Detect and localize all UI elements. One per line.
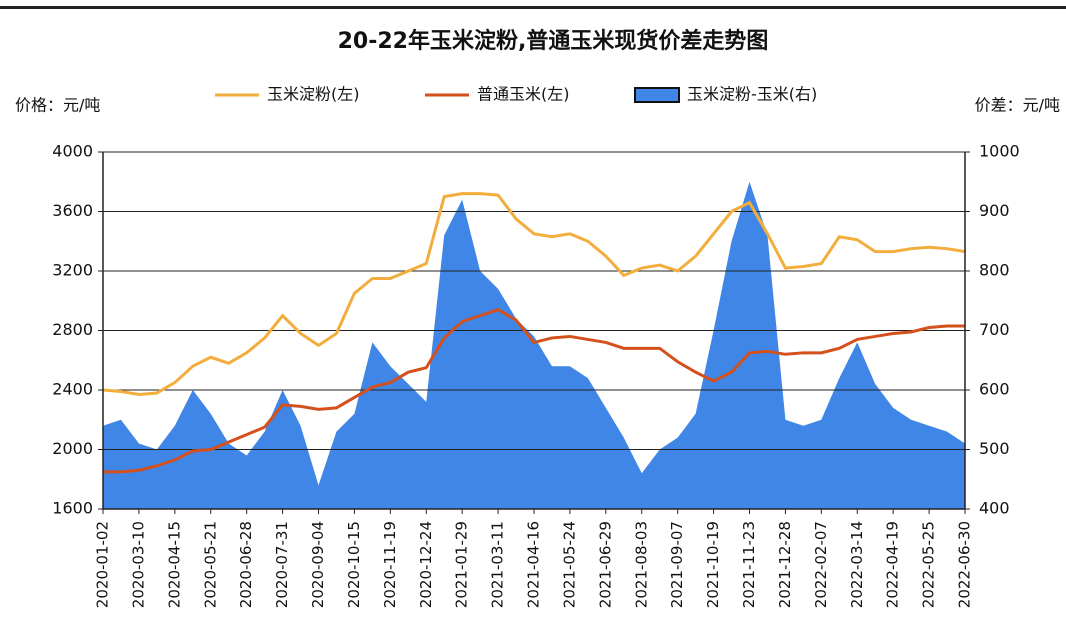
top-border xyxy=(0,6,1066,9)
y-tick-label: 3200 xyxy=(52,261,93,280)
chart-title: 20-22年玉米淀粉,普通玉米现货价差走势图 xyxy=(338,28,769,54)
y2-axis-label: 价差：元/吨 xyxy=(975,96,1060,115)
y-axis-label: 价格：元/吨 xyxy=(15,96,100,115)
x-tick-label: 2021-01-29 xyxy=(453,521,471,608)
x-tick-label: 2021-09-07 xyxy=(668,521,686,608)
x-tick-label: 2022-02-07 xyxy=(812,521,830,608)
legend-swatch xyxy=(634,87,680,103)
y2-tick-label: 700 xyxy=(979,320,1010,339)
x-tick-label: 2020-01-02 xyxy=(94,521,112,608)
y2-tick-label: 600 xyxy=(979,380,1010,399)
y2-tick-label: 800 xyxy=(979,261,1010,280)
x-tick-label: 2021-05-24 xyxy=(560,521,578,608)
x-tick-label: 2021-06-29 xyxy=(596,521,614,608)
x-tick-label: 2021-10-19 xyxy=(704,521,722,608)
y-tick-label: 2800 xyxy=(52,320,93,339)
x-tick-label: 2022-03-14 xyxy=(848,521,866,608)
x-tick-label: 2021-04-16 xyxy=(525,521,543,608)
y2-tick-label: 900 xyxy=(979,201,1010,220)
y-tick-label: 2000 xyxy=(52,439,93,458)
x-tick-label: 2020-04-15 xyxy=(165,521,183,608)
y2-tick-label: 500 xyxy=(979,439,1010,458)
x-tick-label: 2021-11-23 xyxy=(740,521,758,608)
x-tick-label: 2020-10-15 xyxy=(345,521,363,608)
x-tick-label: 2020-12-24 xyxy=(417,521,435,608)
legend-label: 玉米淀粉-玉米(右) xyxy=(687,85,817,104)
x-tick-label: 2022-04-19 xyxy=(884,521,902,608)
price-line xyxy=(103,308,965,474)
x-tick-label: 2021-12-28 xyxy=(776,521,794,608)
price-line xyxy=(102,192,966,396)
x-tick-label: 2020-06-28 xyxy=(237,521,255,608)
x-tick-label: 2021-03-11 xyxy=(489,521,507,608)
y2-tick-label: 400 xyxy=(979,499,1010,518)
legend-label: 普通玉米(左) xyxy=(477,85,570,104)
x-tick-label: 2022-06-30 xyxy=(956,521,974,608)
y-tick-label: 1600 xyxy=(52,499,93,518)
x-tick-label: 2020-11-19 xyxy=(381,521,399,608)
y-tick-label: 2400 xyxy=(52,380,93,399)
y2-tick-label: 1000 xyxy=(979,142,1020,161)
x-tick-label: 2022-05-25 xyxy=(920,521,938,608)
x-tick-label: 2020-07-31 xyxy=(273,521,291,608)
y-tick-label: 4000 xyxy=(52,142,93,161)
x-tick-label: 2020-03-10 xyxy=(129,521,147,608)
x-tick-label: 2021-08-03 xyxy=(632,521,650,608)
x-tick-label: 2020-09-04 xyxy=(309,521,327,608)
y-tick-label: 3600 xyxy=(52,201,93,220)
x-tick-label: 2020-05-21 xyxy=(201,521,219,608)
legend-label: 玉米淀粉(左) xyxy=(267,85,360,104)
spread-area xyxy=(103,181,965,509)
